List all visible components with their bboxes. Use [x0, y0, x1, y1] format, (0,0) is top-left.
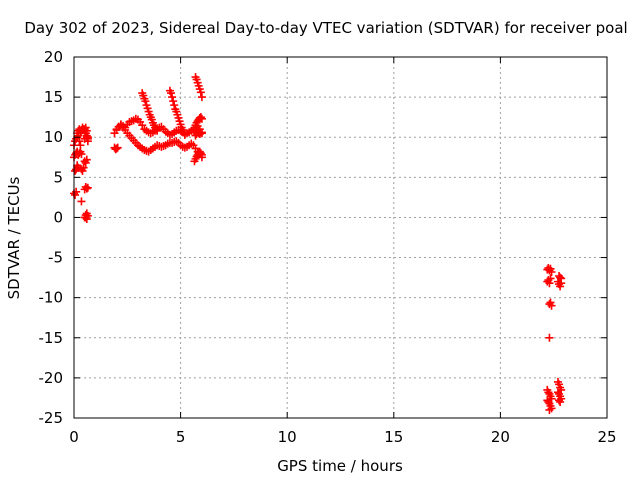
data-point [553, 388, 562, 397]
x-tick-label: 0 [69, 428, 79, 446]
plot-border [73, 56, 608, 419]
y-tick-label: 15 [44, 88, 63, 106]
data-point [546, 274, 555, 283]
data-point [545, 333, 554, 342]
x-tick-label: 20 [491, 428, 510, 446]
y-tick-label: -25 [39, 409, 64, 427]
data-point [82, 155, 91, 164]
data-point [141, 97, 150, 106]
data-point [170, 101, 179, 110]
data-point [180, 130, 189, 139]
data-point [71, 166, 80, 175]
data-point [547, 267, 556, 276]
data-point [82, 133, 91, 142]
data-point [544, 397, 553, 406]
y-tick-label: 20 [44, 48, 63, 66]
tick-labels: 0 5 10 15 20 25 -25 -20 -15 -10 -5 0 5 10 15 20 [39, 48, 617, 446]
x-tick-label: 5 [176, 428, 186, 446]
data-point [169, 97, 178, 106]
data-point [83, 183, 92, 192]
data-point [196, 113, 205, 122]
data-point [197, 93, 206, 102]
data-point [555, 396, 564, 405]
data-points [70, 73, 566, 414]
data-point [82, 184, 91, 193]
data-point [168, 93, 177, 102]
data-point [83, 134, 92, 143]
data-point [81, 213, 90, 222]
data-point [197, 150, 206, 159]
data-point [196, 149, 205, 158]
data-point [545, 279, 554, 288]
data-point [72, 187, 81, 196]
y-tick-label: -20 [39, 369, 64, 387]
data-point [557, 279, 566, 288]
grid [74, 57, 607, 418]
data-point [77, 150, 86, 159]
y-tick-label: 10 [44, 128, 63, 146]
data-point [544, 388, 553, 397]
data-point [82, 209, 91, 218]
x-tick-label: 25 [597, 428, 616, 446]
x-tick-label: 10 [278, 428, 297, 446]
data-point [73, 162, 82, 171]
data-point [81, 129, 90, 138]
data-point [77, 197, 86, 206]
data-point [112, 144, 121, 153]
data-point [167, 89, 176, 98]
data-point [556, 273, 565, 282]
y-tick-label: -15 [39, 329, 64, 347]
chart-title: Day 302 of 2023, Sidereal Day-to-day VTE… [24, 19, 627, 37]
data-point [197, 114, 206, 123]
data-point [152, 125, 161, 134]
y-tick-label: 5 [53, 168, 63, 186]
data-point [545, 405, 554, 414]
data-point [547, 301, 556, 310]
data-point [153, 126, 162, 135]
data-point [79, 163, 88, 172]
y-tick-label: -5 [48, 249, 63, 267]
axes [73, 56, 608, 419]
y-axis-label: SDTVAR / TECUs [5, 176, 23, 299]
x-axis-label: GPS time / hours [277, 457, 403, 475]
data-point [138, 121, 147, 130]
data-point [113, 143, 122, 152]
y-tick-label: -10 [39, 289, 64, 307]
y-tick-label: 0 [53, 208, 63, 226]
data-point [75, 137, 84, 146]
x-tick-label: 15 [384, 428, 403, 446]
data-point [197, 129, 206, 138]
data-point [196, 128, 205, 137]
data-point [196, 88, 205, 97]
data-point [556, 397, 565, 406]
